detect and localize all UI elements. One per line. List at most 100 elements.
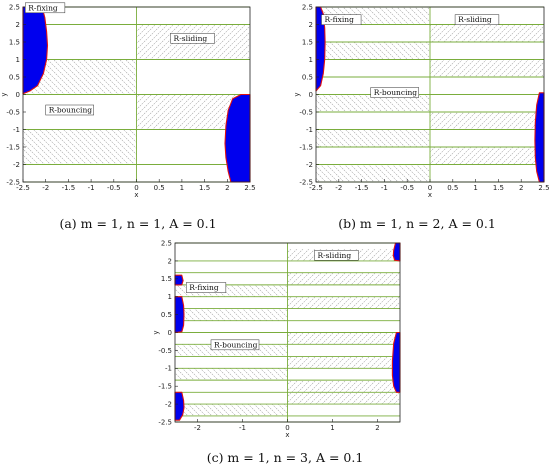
region-label-r-sliding: R-sliding <box>170 33 215 44</box>
y-tick-label: 1.5 <box>302 38 313 46</box>
y-tick-label: -1.5 <box>6 143 20 151</box>
y-tick-label: 2 <box>16 21 20 29</box>
x-tick-label: 2 <box>375 424 379 432</box>
x-tick-label: -0.5 <box>400 184 414 192</box>
y-tick-label: 1 <box>16 56 20 64</box>
y-tick-label: -1.5 <box>158 383 172 391</box>
y-tick-label: -2 <box>13 161 20 169</box>
x-tick-label: 0.5 <box>154 184 165 192</box>
y-tick-label: -0.5 <box>299 108 313 116</box>
x-tick-label: -1 <box>381 184 388 192</box>
y-tick-label: -0.5 <box>6 108 20 116</box>
hatched-band <box>175 344 288 357</box>
y-tick-label: -2 <box>306 161 313 169</box>
x-tick-label: 2.5 <box>244 184 255 192</box>
y-tick-label: 2.5 <box>302 3 313 11</box>
hatched-band <box>175 404 288 416</box>
y-tick-label: -2.5 <box>299 178 313 186</box>
svg-text:R-sliding: R-sliding <box>318 251 352 260</box>
hatched-band <box>316 42 430 60</box>
caption-c: (c) m = 1, n = 3, A = 0.1 <box>207 450 364 465</box>
hatched-band <box>175 308 288 321</box>
y-tick-label: 1 <box>309 56 313 64</box>
y-axis-label: y <box>0 92 8 96</box>
y-tick-label: 0 <box>16 91 20 99</box>
hatched-band <box>430 59 544 77</box>
y-tick-label: 0 <box>168 329 172 337</box>
y-tick-label: 1.5 <box>9 38 20 46</box>
x-tick-label: -2.5 <box>16 184 30 192</box>
x-axis-label: x <box>285 431 289 439</box>
y-tick-label: 2.5 <box>9 3 20 11</box>
hatched-band <box>175 368 288 381</box>
fixing-region <box>392 242 401 262</box>
x-tick-label: 0 <box>285 424 289 432</box>
panel-a: -2.5 -2 -1.5 -1 -0.5 0 0.5 1 1.5 2 2.5 2.5 2 1.5 1 0.5 0… <box>0 2 256 199</box>
region-label-r-bouncing: R-bouncing <box>45 104 94 116</box>
y-tick-label: -1.5 <box>299 143 313 151</box>
y-tick-label: 0.5 <box>161 311 172 319</box>
hatched-band <box>430 112 544 130</box>
fixing-region <box>315 6 326 92</box>
region-label-r-bouncing: R-bouncing <box>210 339 260 351</box>
fixing-region <box>22 6 49 95</box>
fixing-region <box>224 93 251 183</box>
region-label-r-sliding: R-sliding <box>454 14 500 25</box>
hatched-band <box>287 296 400 309</box>
x-tick-label: 0 <box>134 184 138 192</box>
x-tick-label: -1 <box>239 424 246 432</box>
y-tick-label: 1.5 <box>161 275 172 283</box>
region-label-r-sliding: R-sliding <box>314 250 359 261</box>
y-tick-label: -1 <box>306 126 313 134</box>
x-tick-label: 0 <box>428 184 432 192</box>
svg-text:R-fixing: R-fixing <box>189 283 219 292</box>
panel-b: -2.5 -2 -1.5 -1 -0.5 0 0.5 1 1.5 2 2.5 2.5 2 1.5 1 0.5 0… <box>293 3 550 199</box>
x-tick-label: 1 <box>180 184 184 192</box>
x-tick-label: -0.5 <box>107 184 121 192</box>
y-tick-label: -2.5 <box>6 178 20 186</box>
y-tick-label: 1 <box>168 293 172 301</box>
x-tick-label: 0.5 <box>447 184 458 192</box>
y-axis-label: y <box>293 92 301 96</box>
x-tick-label: 2 <box>519 184 523 192</box>
x-tick-label: 1 <box>330 424 334 432</box>
x-tick-label: -2.5 <box>309 184 323 192</box>
hatched-band <box>430 147 544 165</box>
svg-text:R-fixing: R-fixing <box>324 15 354 24</box>
region-label-r-bouncing: R-bouncing <box>370 87 419 98</box>
y-tick-label: -1 <box>13 126 20 134</box>
svg-text:R-sliding: R-sliding <box>458 15 492 24</box>
svg-text:R-bouncing: R-bouncing <box>49 106 93 115</box>
hatched-band <box>287 332 400 345</box>
y-tick-label: 2.5 <box>161 239 172 247</box>
fixing-region <box>174 391 185 421</box>
hatched-band <box>287 356 400 369</box>
y-tick-label: 0 <box>309 91 313 99</box>
svg-text:R-fixing: R-fixing <box>28 3 58 12</box>
y-axis-label: y <box>152 330 160 334</box>
x-tick-label: -1.5 <box>62 184 76 192</box>
caption-a: (a) m = 1, n = 1, A = 0.1 <box>59 216 216 231</box>
y-tick-label: -2 <box>165 401 172 409</box>
svg-text:R-bouncing: R-bouncing <box>214 340 258 349</box>
x-tick-label: 2 <box>225 184 229 192</box>
region-label-r-fixing: R-fixing <box>186 282 227 293</box>
region-label-r-fixing: R-fixing <box>321 14 362 25</box>
hatched-band <box>23 129 137 165</box>
hatched-band <box>287 272 400 285</box>
hatched-band <box>175 284 288 297</box>
x-tick-label: 2.5 <box>538 184 549 192</box>
x-axis-label: x <box>428 191 432 199</box>
fixing-region <box>391 331 401 393</box>
x-tick-label: -1 <box>88 184 95 192</box>
hatched-band <box>287 392 400 405</box>
y-tick-label: 2 <box>309 21 313 29</box>
x-tick-label: -2 <box>42 184 49 192</box>
y-tick-label: -0.5 <box>158 347 172 355</box>
fixing-region <box>534 92 545 183</box>
x-tick-label: -2 <box>194 424 201 432</box>
y-tick-label: 2 <box>168 257 172 265</box>
x-tick-label: -1.5 <box>355 184 369 192</box>
hatched-band <box>287 380 400 393</box>
